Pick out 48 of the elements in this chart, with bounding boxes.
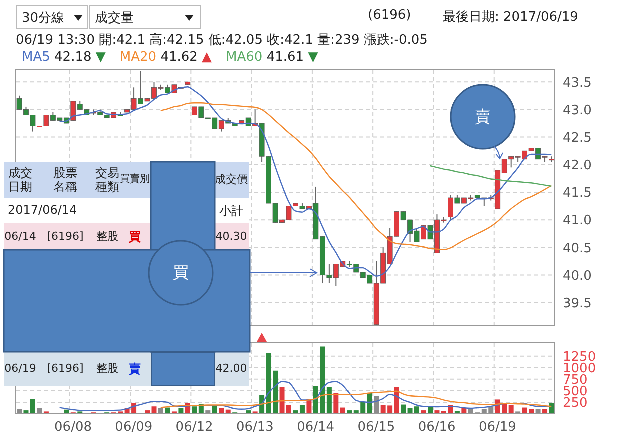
annotation: 06/14 [4, 230, 36, 244]
y-tick-label: 41.5 [563, 186, 592, 202]
text: 最後日期: 2017/06/19 [443, 9, 578, 26]
y-tick-label: 40.5 [563, 241, 592, 256]
annotation: 賣 [475, 107, 491, 128]
text: MA5 [22, 50, 50, 65]
text: 06/19 13:30 開:42.1 高:42.15 低:42.05 收:42.1 量:239 漲跌:-0.05 [16, 32, 428, 49]
y-tick-label: 43.5 [563, 76, 592, 91]
annotation: 40.30 [216, 230, 248, 244]
y-tick-label: 40.0 [563, 268, 592, 284]
annotation: 買 [173, 263, 189, 284]
x-tick-label: 06/09 [115, 420, 153, 436]
text: 42.18 ▼ [54, 50, 106, 65]
annotation: [6196] [47, 230, 84, 244]
x-tick-label: 06/13 [236, 420, 274, 436]
annotation: 賣 [129, 362, 141, 376]
annotation: 整股 [96, 362, 118, 376]
annotation: 06/19 [4, 362, 36, 376]
x-tick-label: 06/19 [478, 420, 516, 436]
text: MA20 [120, 50, 157, 65]
y-tick-label: 43.0 [563, 103, 592, 118]
text: 成交量 [95, 10, 134, 27]
y-tick-label: 42.5 [563, 130, 592, 146]
annotation: 股票名稱 [52, 166, 78, 194]
x-tick-label: 06/14 [297, 420, 335, 436]
y-tick-label: 42.0 [563, 158, 592, 174]
text: 41.61 ▼ [266, 50, 318, 65]
annotation: 整股 [96, 230, 118, 244]
x-tick-label: 06/08 [54, 420, 92, 436]
annotation: 小計 [220, 204, 244, 218]
y-tick-label: 250 [563, 396, 588, 412]
x-tick-label: 06/15 [358, 420, 396, 436]
text: 41.62 ▲ [160, 50, 212, 65]
annotation: [6196] [47, 362, 84, 376]
annotation: 2017/06/14 [8, 203, 78, 217]
text: MA60 [226, 50, 263, 65]
text: 30分線 [22, 10, 65, 27]
x-tick-label: 06/12 [176, 420, 214, 436]
annotation: 買 [129, 230, 141, 244]
annotation: 交易種類 [95, 166, 120, 194]
x-tick-label: 06/16 [418, 420, 456, 436]
annotation: 成交日期 [8, 166, 34, 194]
annotation: 42.00 [216, 362, 248, 376]
annotation: 成交價 [215, 173, 248, 187]
annotation: 買賣別 [120, 173, 150, 187]
y-tick-label: 41.0 [563, 214, 592, 229]
y-tick-label: 39.5 [563, 296, 592, 312]
text: (6196) [368, 8, 412, 23]
